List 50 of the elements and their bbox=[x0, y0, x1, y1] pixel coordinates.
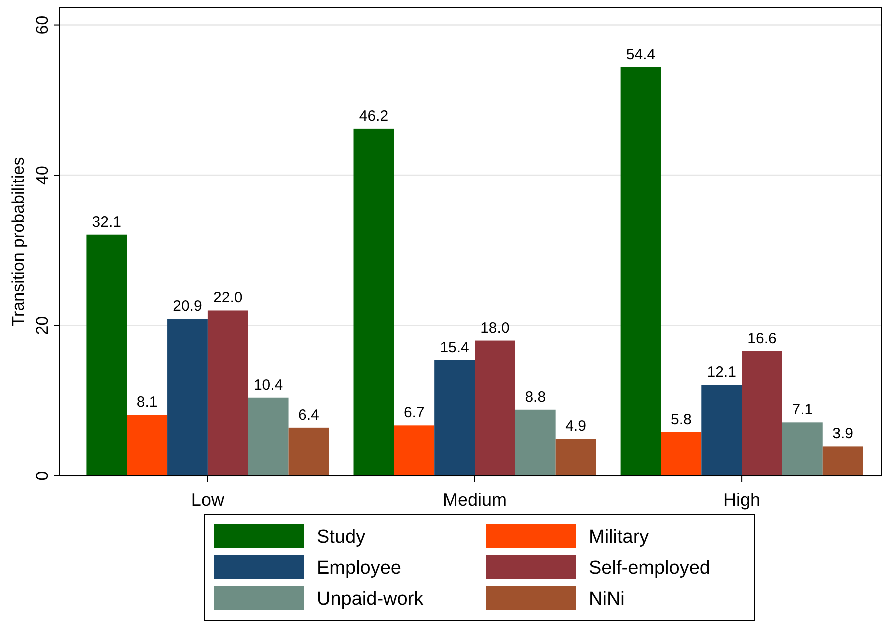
legend-label: NiNi bbox=[589, 589, 625, 610]
bar bbox=[394, 426, 435, 476]
data-label: 8.1 bbox=[136, 394, 158, 412]
bar bbox=[556, 439, 596, 476]
bar bbox=[620, 67, 662, 476]
data-label: 22.0 bbox=[214, 290, 243, 307]
y-tick-label: 20 bbox=[33, 316, 52, 336]
legend-label: Military bbox=[589, 527, 650, 548]
bar bbox=[661, 432, 702, 476]
bar bbox=[702, 385, 742, 476]
data-label: 7.1 bbox=[792, 402, 814, 419]
bar bbox=[86, 234, 128, 476]
data-label: 54.4 bbox=[626, 46, 656, 64]
data-label: 4.9 bbox=[566, 418, 586, 436]
bar bbox=[127, 415, 168, 476]
data-label: 5.8 bbox=[671, 411, 692, 428]
legend-label: Study bbox=[317, 527, 366, 548]
bar bbox=[208, 310, 248, 476]
data-label: 6.7 bbox=[404, 404, 425, 422]
y-axis-title: Transition probabilities bbox=[9, 157, 28, 327]
data-label: 46.2 bbox=[359, 108, 389, 125]
legend-label: Self-employed bbox=[589, 558, 710, 579]
bar bbox=[248, 398, 289, 476]
bar bbox=[515, 410, 556, 476]
y-tick-label: 40 bbox=[33, 166, 52, 185]
legend-label: Employee bbox=[317, 558, 402, 579]
data-label: 8.8 bbox=[525, 388, 546, 406]
data-label: 32.1 bbox=[92, 214, 122, 231]
bar bbox=[782, 422, 823, 476]
data-label: 3.9 bbox=[832, 426, 854, 443]
legend-label: Unpaid-work bbox=[317, 589, 424, 610]
y-tick-label: 0 bbox=[33, 471, 52, 481]
bar bbox=[434, 360, 475, 476]
data-label: 10.4 bbox=[254, 376, 284, 394]
x-tick-label: Low bbox=[191, 490, 226, 510]
data-label: 18.0 bbox=[480, 320, 510, 337]
bar bbox=[168, 319, 208, 476]
data-label: 15.4 bbox=[440, 339, 470, 356]
y-tick-label: 60 bbox=[33, 16, 52, 35]
data-label: 20.9 bbox=[173, 298, 202, 315]
x-tick-label: Medium bbox=[442, 490, 508, 510]
data-label: 6.4 bbox=[298, 406, 320, 424]
bar bbox=[742, 351, 782, 476]
bar bbox=[288, 428, 330, 476]
x-tick-label: High bbox=[724, 490, 761, 510]
data-label: 16.6 bbox=[748, 330, 777, 348]
bar bbox=[475, 340, 516, 476]
data-label: 12.1 bbox=[707, 364, 736, 382]
bar bbox=[354, 128, 394, 476]
bar bbox=[822, 446, 864, 476]
